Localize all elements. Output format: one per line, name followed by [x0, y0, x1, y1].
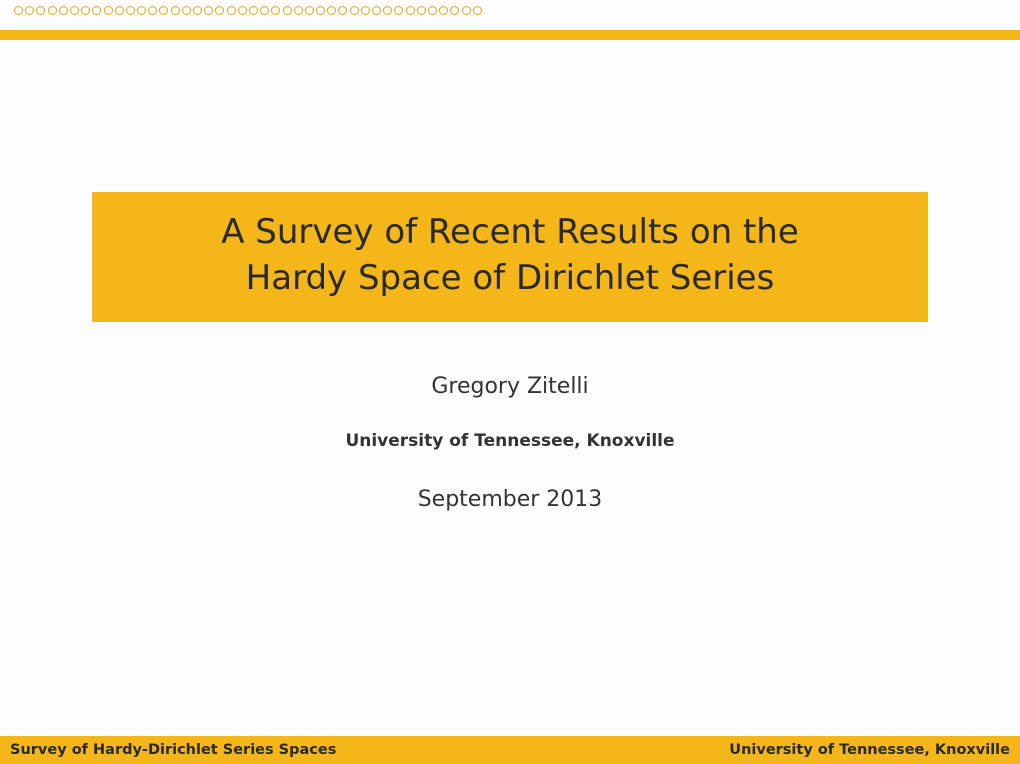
- footer-right: University of Tennessee, Knoxville: [729, 742, 1010, 758]
- date: September 2013: [418, 487, 603, 512]
- footer-bar: Survey of Hardy-Dirichlet Series Spaces …: [0, 736, 1020, 764]
- title-line-1: A Survey of Recent Results on the: [112, 210, 908, 256]
- title-block: A Survey of Recent Results on the Hardy …: [92, 192, 928, 322]
- slide-content: A Survey of Recent Results on the Hardy …: [0, 0, 1020, 764]
- author: Gregory Zitelli: [431, 374, 588, 399]
- footer-left: Survey of Hardy-Dirichlet Series Spaces: [10, 742, 336, 758]
- title-line-2: Hardy Space of Dirichlet Series: [112, 256, 908, 302]
- affiliation: University of Tennessee, Knoxville: [345, 431, 674, 451]
